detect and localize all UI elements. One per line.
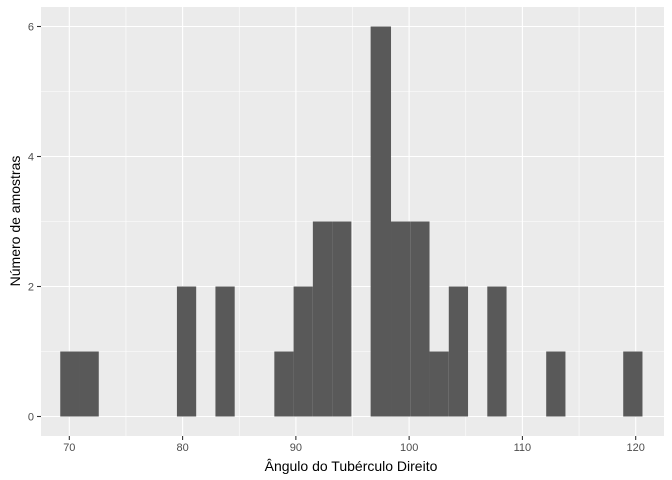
y-tick-label: 4: [28, 152, 34, 164]
y-tick-label: 0: [28, 412, 34, 424]
histogram-bar: [391, 221, 411, 417]
histogram-bar: [546, 351, 566, 417]
y-axis-title: Número de amostras: [7, 156, 23, 287]
y-axis-ticks: 0 2 4 6: [28, 22, 41, 424]
histogram-bar: [623, 351, 643, 417]
histogram-bar: [293, 286, 313, 417]
histogram-bar: [312, 221, 333, 417]
y-tick-label: 2: [28, 282, 34, 294]
histogram-bar: [410, 221, 430, 417]
histogram-bar: [176, 286, 197, 417]
x-axis-title: Ângulo do Tubérculo Direito: [265, 458, 438, 474]
histogram-bar: [332, 221, 352, 417]
histogram-bar: [215, 286, 235, 417]
histogram-bar: [429, 351, 449, 417]
x-tick-label: 120: [627, 442, 645, 454]
x-tick-label: 110: [514, 442, 532, 454]
histogram-bar: [487, 286, 507, 417]
histogram-bar: [79, 351, 99, 417]
x-tick-label: 80: [176, 442, 188, 454]
histogram-bar: [60, 351, 80, 417]
histogram-bar: [274, 351, 294, 417]
x-tick-label: 70: [63, 442, 75, 454]
x-tick-label: 100: [400, 442, 418, 454]
x-tick-label: 90: [290, 442, 302, 454]
histogram-bar: [448, 286, 469, 417]
x-axis-ticks: 70 80 90 100 110 120: [63, 436, 645, 454]
histogram-bars: [60, 26, 643, 417]
histogram-bar: [370, 26, 392, 417]
y-tick-label: 6: [28, 22, 34, 34]
